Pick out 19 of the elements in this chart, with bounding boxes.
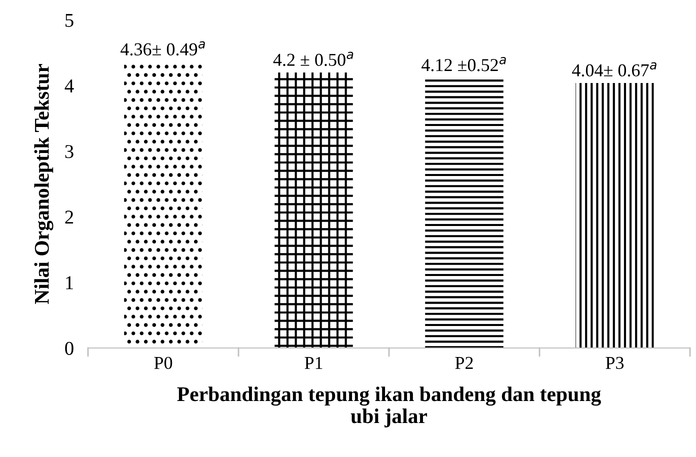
- x-tick-label: P3: [606, 356, 624, 370]
- x-tick-label: P1: [304, 356, 322, 369]
- x-axis-title: Perbandingan tepung ikan bandeng dan tepung ubi jalar: [177, 386, 601, 428]
- bar: [274, 72, 353, 348]
- data-label: 4.12 ±0.52$^{a}$: [422, 57, 506, 72]
- x-tick-label: P0: [154, 356, 172, 370]
- bar: [576, 82, 654, 348]
- y-tick-label: 0: [65, 342, 74, 355]
- y-tick-label: 2: [65, 210, 74, 224]
- y-tick-label: 1: [66, 276, 73, 290]
- data-label: 4.2 ± 0.50$^{a}$: [273, 52, 354, 66]
- x-tick-label: P2: [455, 356, 473, 369]
- bar: [425, 78, 504, 348]
- data-label: 4.04± 0.67$^{a}$: [572, 62, 656, 77]
- y-tick-label: 3: [65, 145, 74, 158]
- data-label: 4.36± 0.49$^{a}$: [120, 41, 205, 56]
- y-tick-label: 4: [64, 80, 74, 92]
- y-tick-label: 5: [66, 14, 74, 27]
- y-axis-title: Nilai Organoleptik Tekstur: [34, 64, 54, 304]
